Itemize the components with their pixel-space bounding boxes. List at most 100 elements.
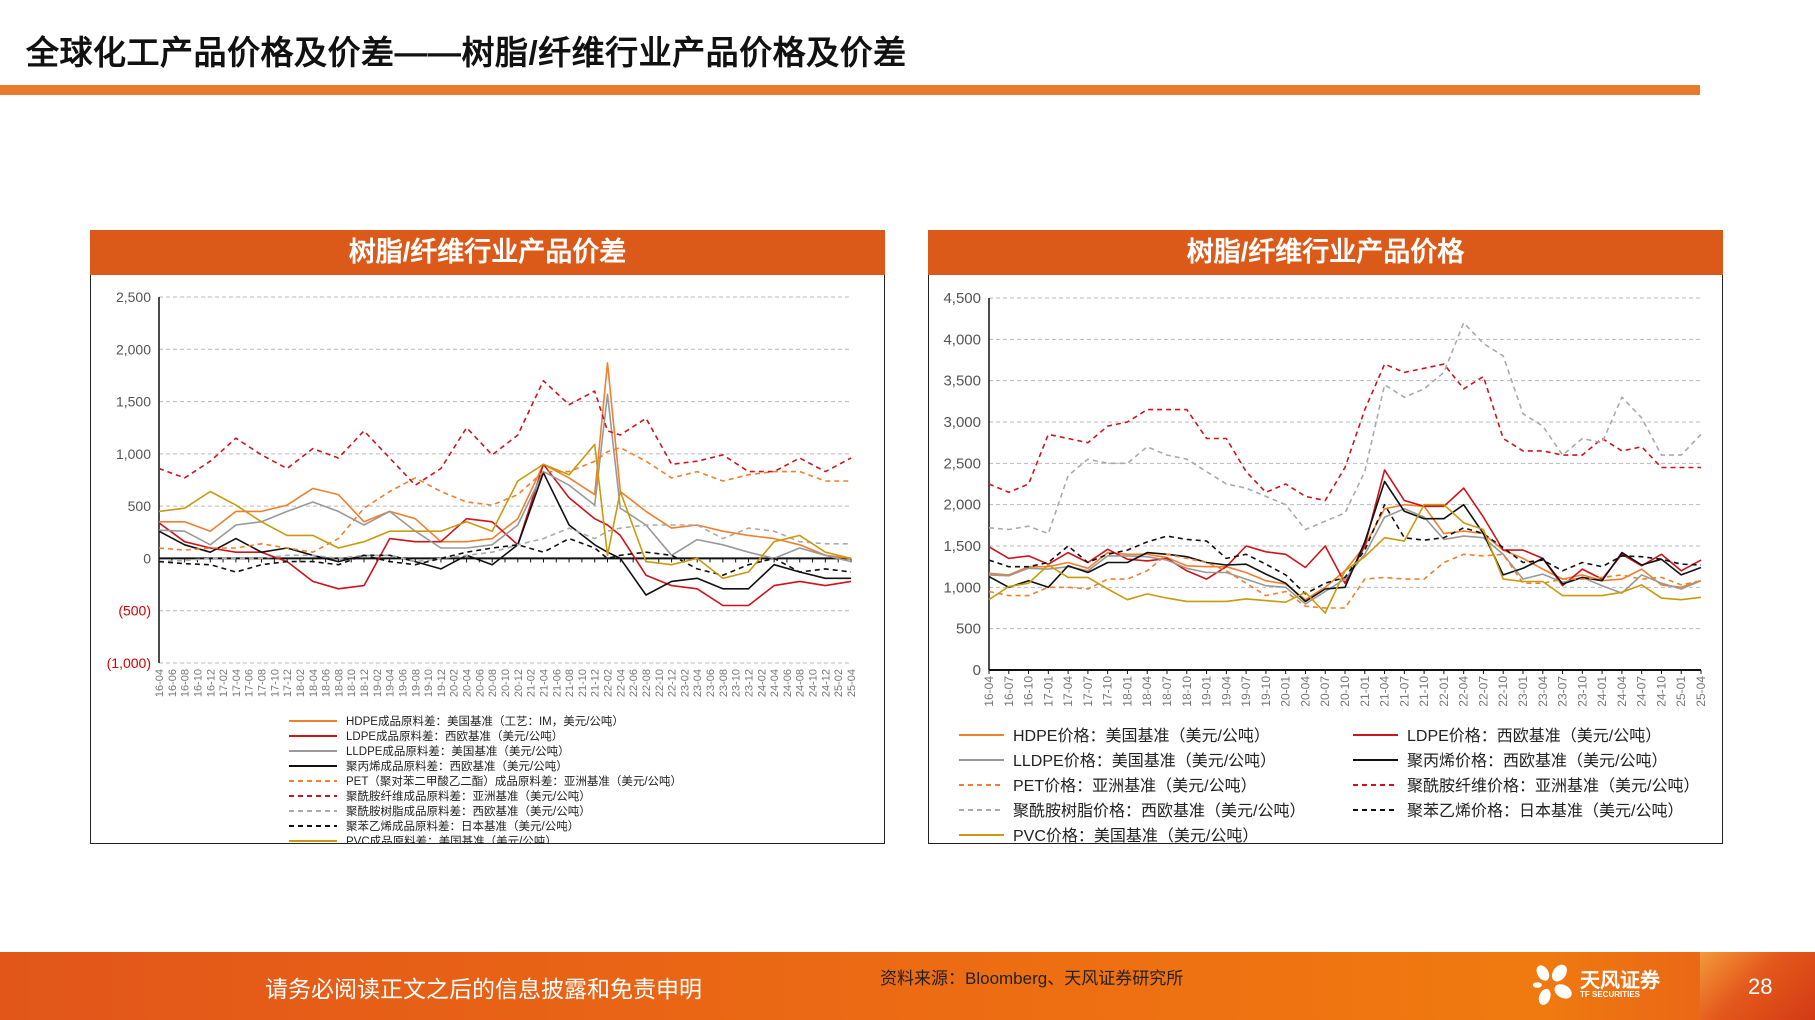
- y-tick-label: (500): [118, 603, 151, 619]
- x-tick-label: 16-10: [192, 669, 204, 697]
- x-tick-label: 21-12: [590, 669, 602, 697]
- x-tick-label: 22-10: [1496, 676, 1510, 707]
- x-tick-label: 16-08: [180, 669, 192, 697]
- legend-label: 聚丙烯成品原料差：西欧基准（美元/公吨）: [346, 759, 568, 773]
- x-tick-label: 19-02: [372, 669, 384, 697]
- x-tick-label: 23-02: [679, 669, 691, 697]
- footer: 请务必阅读正文之后的信息披露和免责申明 资料来源：Bloomberg、天风证券研…: [0, 952, 1815, 1020]
- x-tick-label: 20-08: [487, 669, 499, 697]
- x-tick-label: 16-10: [1022, 676, 1036, 707]
- x-tick-label: 17-01: [1041, 676, 1055, 707]
- x-tick-label: 22-01: [1437, 676, 1451, 707]
- x-tick-label: 18-01: [1120, 676, 1134, 707]
- x-tick-label: 24-02: [756, 669, 768, 697]
- spread-chart-title: 树脂/纤维行业产品价差: [90, 230, 885, 275]
- footer-source: 资料来源：Bloomberg、天风证券研究所: [880, 969, 1184, 988]
- x-tick-label: 19-07: [1239, 676, 1253, 707]
- spread-chart: 2,5002,0001,5001,0005000(500)(1,000)16-0…: [107, 289, 858, 843]
- x-tick-label: 25-04: [846, 669, 858, 697]
- x-tick-label: 18-07: [1160, 676, 1174, 707]
- x-tick-label: 20-10: [500, 669, 512, 697]
- x-tick-label: 22-04: [1457, 676, 1471, 707]
- x-tick-label: 16-04: [154, 669, 166, 697]
- x-tick-label: 22-07: [1476, 676, 1490, 707]
- legend-label: HDPE成品原料差：美国基准（工艺：IM，美元/公吨）: [346, 714, 624, 728]
- legend-label: LDPE成品原料差：西欧基准（美元/公吨）: [346, 729, 563, 743]
- x-tick-label: 20-10: [1338, 676, 1352, 707]
- y-tick-label: 3,500: [943, 373, 981, 390]
- legend-label: 聚苯乙烯价格：日本基准（美元/公吨）: [1407, 802, 1683, 820]
- brand-name-en: TF SECURITIES: [1580, 990, 1641, 999]
- y-tick-label: 0: [973, 662, 981, 679]
- x-tick-label: 25-01: [1674, 676, 1688, 707]
- legend-label: LLDPE价格：美国基准（美元/公吨）: [1013, 752, 1276, 770]
- series-line-6: [988, 321, 1702, 535]
- x-tick-label: 24-06: [782, 669, 794, 697]
- x-tick-label: 21-07: [1397, 676, 1411, 707]
- footer-disclaimer: 请务必阅读正文之后的信息披露和免责申明: [265, 976, 702, 1002]
- y-tick-label: 500: [128, 498, 152, 514]
- legend-label: 聚苯乙烯成品原料差：日本基准（美元/公吨）: [346, 819, 579, 833]
- series-line-1: [988, 469, 1702, 587]
- legend-label: PET价格：亚洲基准（美元/公吨）: [1013, 777, 1257, 795]
- x-tick-label: 17-02: [218, 669, 230, 697]
- series-line-7: [158, 537, 852, 577]
- x-tick-label: 22-02: [603, 669, 615, 697]
- x-tick-label: 23-12: [743, 669, 755, 697]
- x-tick-label: 19-12: [436, 669, 448, 697]
- x-tick-label: 17-10: [269, 669, 281, 697]
- x-tick-label: 19-10: [1259, 676, 1273, 707]
- x-tick-label: 20-06: [474, 669, 486, 697]
- x-tick-label: 23-07: [1556, 676, 1570, 707]
- price-chart: 0 500 1,000 1,500 2,000 2,500 3,000 3,500 4,000 4…: [943, 290, 1708, 843]
- x-tick-label: 20-04: [1298, 676, 1312, 707]
- y-tick-label: (1,000): [107, 655, 151, 671]
- legend-label: 聚酰胺树脂成品原料差：西欧基准（美元/公吨）: [346, 804, 591, 818]
- legend-label: 聚酰胺纤维成品原料差：亚洲基准（美元/公吨）: [346, 789, 591, 803]
- y-tick-label: 500: [956, 621, 981, 638]
- series-line-7: [988, 503, 1702, 595]
- x-tick-label: 23-01: [1516, 676, 1530, 707]
- x-tick-label: 21-04: [538, 669, 550, 697]
- x-tick-label: 18-10: [1180, 676, 1194, 707]
- x-tick-label: 24-10: [808, 669, 820, 697]
- x-tick-label: 18-02: [295, 669, 307, 697]
- x-tick-label: 19-04: [1219, 676, 1233, 707]
- x-tick-label: 18-08: [333, 669, 345, 697]
- y-tick-label: 1,000: [116, 446, 151, 462]
- x-tick-label: 24-12: [820, 669, 832, 697]
- legend-label: 聚酰胺树脂价格：西欧基准（美元/公吨）: [1013, 802, 1305, 820]
- x-tick-label: 19-10: [423, 669, 435, 697]
- y-tick-label: 1,500: [116, 394, 151, 410]
- x-tick-label: 19-08: [410, 669, 422, 697]
- x-tick-label: 16-12: [205, 669, 217, 697]
- x-tick-label: 21-02: [526, 669, 538, 697]
- x-tick-label: 22-06: [628, 669, 640, 697]
- x-tick-label: 18-04: [308, 669, 320, 697]
- series-line-6: [158, 524, 851, 563]
- series-line-8: [988, 503, 1702, 614]
- y-tick-label: 2,500: [943, 455, 981, 472]
- legend-label: 聚丙烯价格：西欧基准（美元/公吨）: [1407, 752, 1667, 770]
- x-tick-label: 22-10: [654, 669, 666, 697]
- x-tick-label: 24-07: [1635, 676, 1649, 707]
- x-tick-label: 18-06: [321, 669, 333, 697]
- x-tick-label: 23-08: [718, 669, 730, 697]
- x-tick-label: 23-04: [1536, 676, 1550, 707]
- x-tick-label: 21-04: [1378, 676, 1392, 707]
- x-tick-label: 21-08: [564, 669, 576, 697]
- y-tick-label: 1,500: [943, 538, 981, 555]
- brand-name: 天风证券: [1580, 970, 1660, 992]
- x-tick-label: 18-04: [1140, 676, 1154, 707]
- x-tick-label: 21-06: [551, 669, 563, 697]
- x-tick-label: 19-04: [385, 669, 397, 697]
- x-tick-label: 20-02: [449, 669, 461, 697]
- y-tick-label: 4,000: [943, 331, 981, 348]
- x-tick-label: 18-12: [359, 669, 371, 697]
- x-tick-label: 24-04: [769, 669, 781, 697]
- series-line-4: [988, 553, 1702, 609]
- legend-label: PVC成品原料差：美国基准（美元/公吨）: [346, 834, 557, 843]
- legend-label: HDPE价格：美国基准（美元/公吨）: [1013, 727, 1270, 745]
- y-tick-label: 2,000: [116, 341, 151, 357]
- series-line-2: [158, 393, 852, 563]
